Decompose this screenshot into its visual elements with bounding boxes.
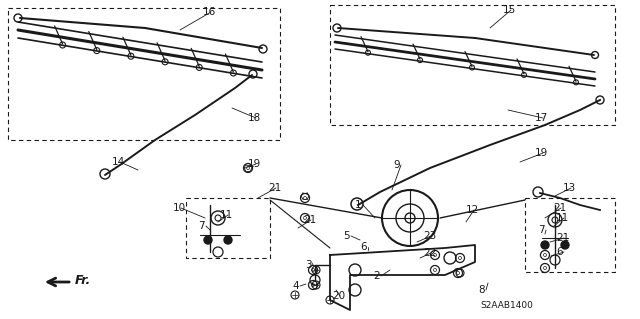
Text: 21: 21 [556, 233, 569, 243]
Text: 9: 9 [393, 160, 399, 170]
Text: 11: 11 [220, 210, 233, 220]
Text: 3: 3 [305, 260, 312, 270]
Text: 6: 6 [360, 242, 367, 252]
Text: 22: 22 [423, 248, 436, 258]
Text: 17: 17 [535, 113, 548, 123]
Text: 12: 12 [466, 205, 479, 215]
Circle shape [224, 236, 232, 244]
Text: 2: 2 [373, 271, 380, 281]
Text: 21: 21 [553, 203, 566, 213]
Text: 23: 23 [423, 231, 436, 241]
Text: 14: 14 [112, 157, 125, 167]
Text: 16: 16 [203, 7, 216, 17]
Text: 15: 15 [503, 5, 516, 15]
Circle shape [541, 241, 549, 249]
Text: 7: 7 [538, 225, 545, 235]
Text: 13: 13 [563, 183, 576, 193]
Text: 5: 5 [343, 231, 349, 241]
Text: 1: 1 [355, 200, 362, 210]
Text: 8: 8 [478, 285, 484, 295]
Circle shape [204, 236, 212, 244]
Text: 18: 18 [248, 113, 261, 123]
Text: 10: 10 [173, 203, 186, 213]
Text: 19: 19 [535, 148, 548, 158]
Text: 19: 19 [248, 159, 261, 169]
Text: 6: 6 [556, 247, 563, 257]
Text: S2AAB1400: S2AAB1400 [480, 300, 533, 309]
Circle shape [561, 241, 569, 249]
Text: 21: 21 [303, 215, 316, 225]
Text: 7: 7 [198, 221, 205, 231]
Text: 20: 20 [332, 291, 345, 301]
Text: 11: 11 [556, 213, 569, 223]
Text: 4: 4 [292, 281, 299, 291]
Text: Fr.: Fr. [75, 273, 92, 286]
Text: 21: 21 [268, 183, 281, 193]
